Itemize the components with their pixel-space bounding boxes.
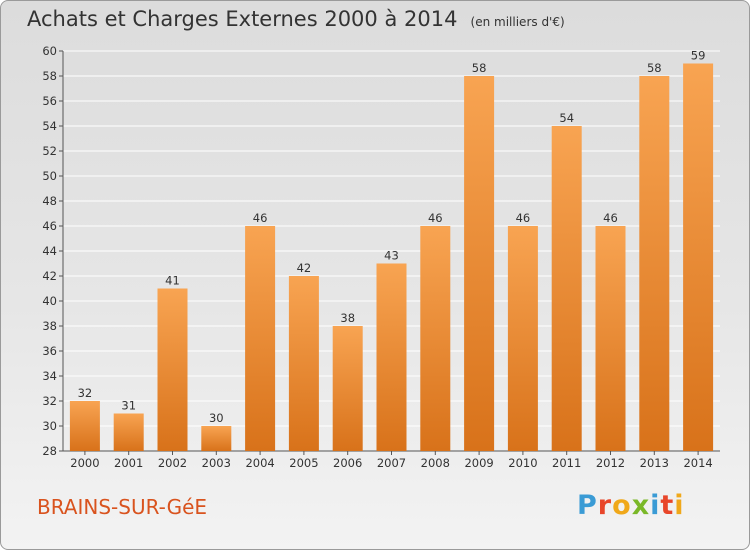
x-tick-label: 2005 xyxy=(289,456,318,470)
data-label: 31 xyxy=(121,399,136,413)
y-tick-label: 52 xyxy=(42,144,57,158)
chart-title-unit: (en milliers d'€) xyxy=(470,15,565,29)
bar-2007 xyxy=(376,263,407,451)
proxiti-logo: Proxiti xyxy=(577,490,685,521)
x-tick-label: 2002 xyxy=(158,456,187,470)
x-tick-label: 2003 xyxy=(202,456,231,470)
y-tick-label: 58 xyxy=(42,69,57,83)
x-tick-label: 2008 xyxy=(421,456,450,470)
y-tick-label: 36 xyxy=(42,344,57,358)
labels: 28 30 32 34 36 38 40 42 44 46 48 50 52 54 56 58 60 2000 32… xyxy=(42,44,712,470)
bar-2004 xyxy=(245,226,276,451)
x-tick-label: 2000 xyxy=(70,456,99,470)
y-tick-label: 46 xyxy=(42,219,57,233)
bars xyxy=(69,63,714,451)
logo-letter: x xyxy=(631,490,651,521)
data-label: 58 xyxy=(472,61,487,75)
logo-letter: i xyxy=(674,490,685,521)
y-tick-label: 30 xyxy=(42,419,57,433)
data-label: 46 xyxy=(516,211,531,225)
data-label: 54 xyxy=(559,111,574,125)
bar-2001 xyxy=(113,413,144,451)
x-tick-label: 2012 xyxy=(596,456,625,470)
y-tick-label: 56 xyxy=(42,94,57,108)
bar-2003 xyxy=(201,426,232,451)
y-tick-label: 60 xyxy=(42,44,57,58)
bar-2002 xyxy=(157,288,188,451)
y-tick-label: 34 xyxy=(42,369,57,383)
bar-2011 xyxy=(551,126,582,451)
data-label: 46 xyxy=(253,211,268,225)
data-label: 41 xyxy=(165,274,180,288)
x-tick-label: 2004 xyxy=(245,456,274,470)
y-tick-label: 28 xyxy=(42,444,57,458)
x-tick-label: 2009 xyxy=(464,456,493,470)
x-tick-label: 2013 xyxy=(640,456,669,470)
logo-letter: i xyxy=(650,490,661,521)
logo-letter: o xyxy=(612,490,632,521)
x-tick-label: 2014 xyxy=(683,456,712,470)
x-tick-label: 2007 xyxy=(377,456,406,470)
data-label: 38 xyxy=(340,311,355,325)
bar-2008 xyxy=(420,226,451,451)
data-label: 59 xyxy=(691,49,706,63)
data-label: 46 xyxy=(603,211,618,225)
data-label: 46 xyxy=(428,211,443,225)
bar-2010 xyxy=(507,226,538,451)
logo-letter: P xyxy=(577,490,598,521)
y-tick-label: 48 xyxy=(42,194,57,208)
y-tick-label: 54 xyxy=(42,119,57,133)
y-tick-label: 42 xyxy=(42,269,57,283)
chart-title: Achats et Charges Externes 2000 à 2014 (… xyxy=(27,7,565,31)
data-label: 30 xyxy=(209,411,224,425)
x-tick-label: 2010 xyxy=(508,456,537,470)
x-tick-label: 2006 xyxy=(333,456,362,470)
y-tick-label: 50 xyxy=(42,169,57,183)
data-label: 43 xyxy=(384,249,399,263)
x-tick-label: 2001 xyxy=(114,456,143,470)
logo-letter: t xyxy=(660,490,675,521)
bar-2009 xyxy=(464,76,495,451)
data-label: 42 xyxy=(297,261,312,275)
chart-title-main: Achats et Charges Externes 2000 à 2014 xyxy=(27,7,458,31)
x-tick-label: 2011 xyxy=(552,456,581,470)
y-tick-label: 40 xyxy=(42,294,57,308)
bar-2013 xyxy=(639,76,670,451)
town-name: BRAINS-SUR-GéE xyxy=(37,495,208,519)
y-tick-label: 38 xyxy=(42,319,57,333)
bar-2012 xyxy=(595,226,626,451)
data-label: 58 xyxy=(647,61,662,75)
bar-2014 xyxy=(683,63,714,451)
bar-2000 xyxy=(69,401,100,451)
bar-2005 xyxy=(288,276,319,451)
data-label: 32 xyxy=(78,386,93,400)
y-tick-label: 44 xyxy=(42,244,57,258)
y-tick-label: 32 xyxy=(42,394,57,408)
bar-2006 xyxy=(332,326,363,451)
logo-letter: r xyxy=(597,490,613,521)
